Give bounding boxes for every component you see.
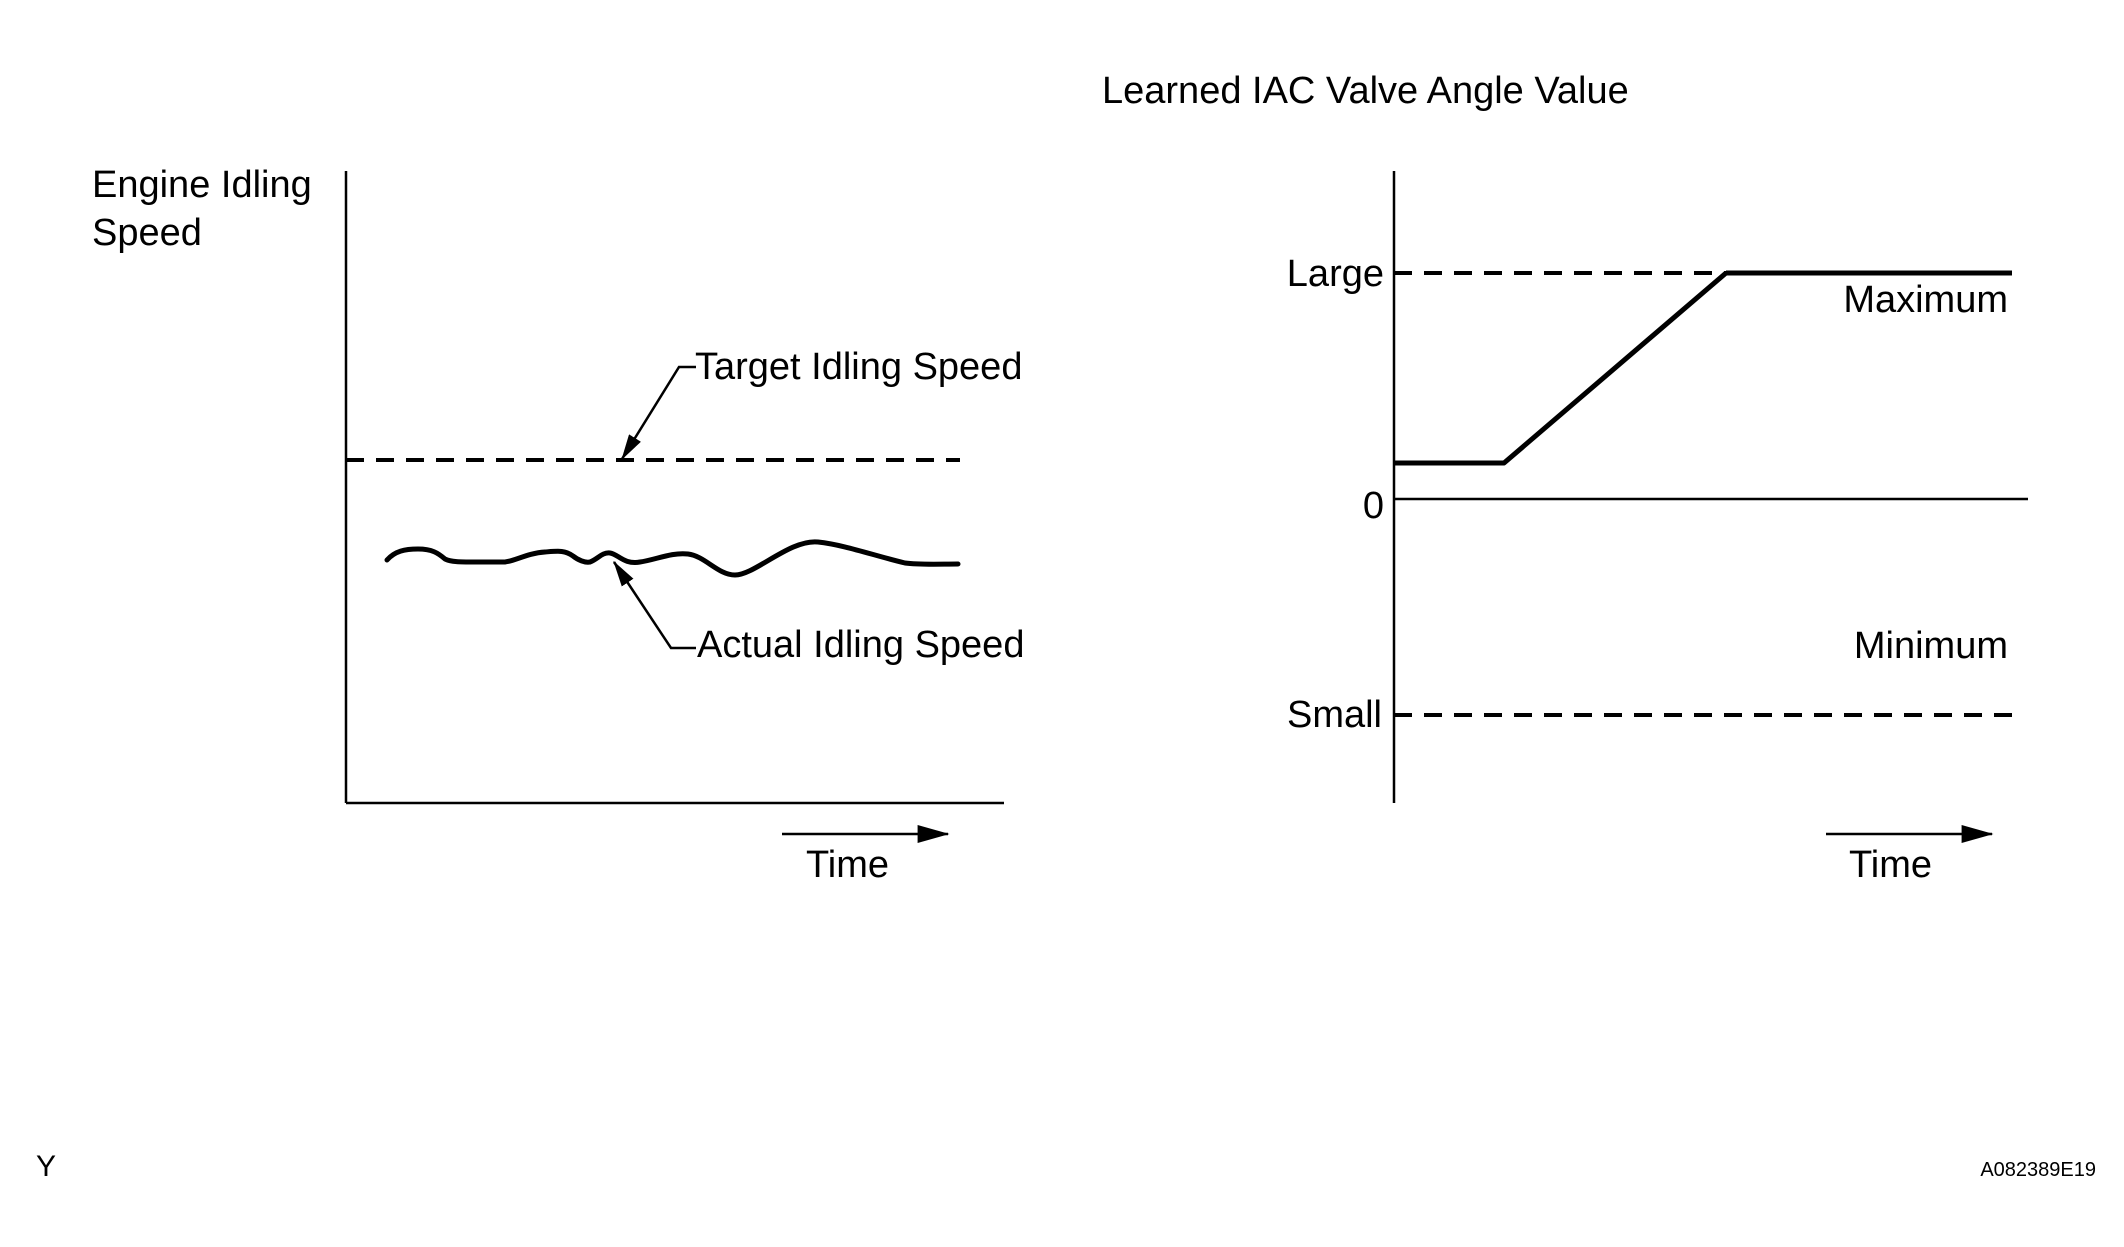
actual-leader-arrow — [612, 560, 696, 650]
small-label: Small — [1287, 694, 1382, 736]
target-idling-speed-label: Target Idling Speed — [695, 346, 1022, 388]
target-leader-arrow — [620, 365, 696, 461]
maximum-label: Maximum — [1843, 279, 2008, 321]
left-y-axis-label-line1: Engine Idling — [92, 164, 312, 206]
large-label: Large — [1287, 253, 1384, 295]
right-graph-title: Learned IAC Valve Angle Value — [1102, 70, 1629, 112]
minimum-label: Minimum — [1854, 625, 2008, 667]
figure-code: A082389E19 — [1980, 1159, 2096, 1181]
right-graph: Learned IAC Valve Angle Value Large 0 Sm… — [1102, 70, 2028, 886]
right-time-label: Time — [1849, 844, 1932, 886]
left-y-axis-label-line2: Speed — [92, 212, 202, 254]
corner-letter: Y — [36, 1150, 56, 1183]
left-time-label: Time — [806, 844, 889, 886]
actual-idling-speed-curve — [384, 539, 961, 578]
actual-idling-speed-label: Actual Idling Speed — [697, 624, 1024, 666]
zero-label: 0 — [1363, 485, 1384, 527]
left-graph: Engine Idling Speed Target Idling Speed … — [92, 164, 1024, 886]
learned-value-curve — [1394, 271, 1728, 466]
